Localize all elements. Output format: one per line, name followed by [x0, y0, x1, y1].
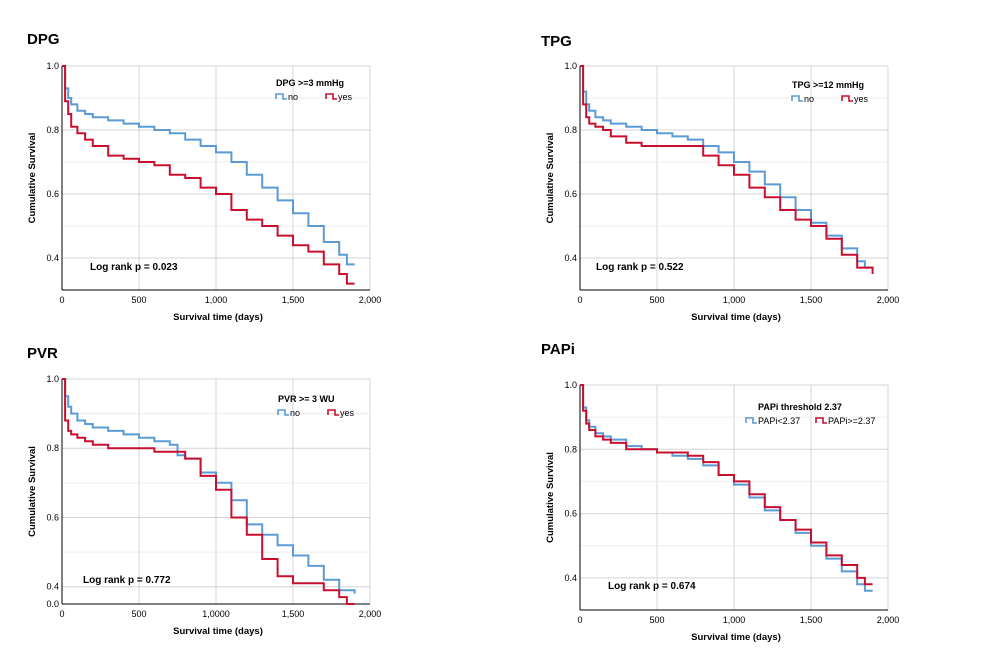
legend-title: TPG >=12 mmHg: [792, 80, 864, 90]
panel-pvr: PVR 0 500 1,0000 1,500 2,000 1.0 0.8 0.6 0.4 0.0 Su…: [27, 345, 381, 637]
y-axis-label: Cumulative Survival: [27, 133, 38, 224]
legend-label: PAPi<2.37: [758, 416, 800, 426]
y-tick-label: 0.8: [46, 443, 59, 453]
x-tick-label: 1,500: [282, 295, 305, 305]
legend-swatch: [325, 93, 337, 100]
panel-tpg: TPG 0 500 1,000 1,500 2,000 1.0 0.8 0.6 0.4 Surviv…: [541, 33, 899, 323]
legend-swatch: [841, 95, 853, 102]
legend-swatch: [815, 417, 827, 424]
legend-label: yes: [340, 408, 355, 418]
legend-title: PAPi threshold 2.37: [758, 402, 842, 412]
y-tick-label: 0.8: [564, 444, 577, 454]
x-tick-label: 500: [131, 295, 146, 305]
legend-label: no: [288, 92, 298, 102]
x-axis-label: Survival time (days): [691, 632, 781, 643]
panel-title: PVR: [27, 345, 58, 362]
x-tick-label: 2,000: [359, 609, 382, 619]
y-tick-label: 0.8: [564, 125, 577, 135]
legend-title: DPG >=3 mmHg: [276, 78, 344, 88]
km-curve-b: [580, 384, 873, 586]
x-tick-label: 0: [577, 295, 582, 305]
x-tick-label: 0: [577, 615, 582, 625]
x-tick-label: 0: [59, 609, 64, 619]
x-tick-label: 1,500: [800, 295, 823, 305]
y-tick-label: 0.6: [564, 189, 577, 199]
legend-label: yes: [854, 94, 869, 104]
legend-swatch: [277, 409, 289, 416]
legend-swatch: [791, 95, 803, 102]
x-tick-label: 1,500: [800, 615, 823, 625]
log-rank-annotation: Log rank p = 0.023: [90, 262, 178, 273]
panel-title: TPG: [541, 33, 572, 50]
legend-label: PAPi>=2.37: [828, 416, 875, 426]
log-rank-annotation: Log rank p = 0.674: [608, 581, 696, 592]
y-tick-label: 1.0: [564, 61, 577, 71]
y-tick-label: 0.0: [46, 599, 59, 609]
legend-title: PVR >= 3 WU: [278, 394, 335, 404]
x-tick-label: 2,000: [877, 295, 900, 305]
y-axis-label: Cumulative Survival: [27, 446, 38, 537]
legend-swatch: [275, 93, 287, 100]
x-tick-label: 500: [131, 609, 146, 619]
y-tick-label: 0.6: [46, 189, 59, 199]
y-tick-label: 0.4: [564, 253, 577, 263]
x-tick-label: 500: [649, 295, 664, 305]
legend-swatch: [745, 417, 757, 424]
y-tick-label: 0.6: [564, 509, 577, 519]
x-tick-label: 1,000: [723, 615, 746, 625]
x-tick-label: 1,000: [205, 295, 228, 305]
y-axis-label: Cumulative Survival: [545, 133, 556, 224]
legend-swatch: [327, 409, 339, 416]
x-axis-label: Survival time (days): [173, 312, 263, 323]
km-curve-b: [62, 378, 355, 605]
log-rank-annotation: Log rank p = 0.522: [596, 262, 684, 273]
y-tick-label: 0.4: [46, 582, 59, 592]
y-tick-label: 1.0: [46, 374, 59, 384]
x-axis-label: Survival time (days): [173, 626, 263, 637]
y-tick-label: 0.8: [46, 125, 59, 135]
legend-label: no: [804, 94, 814, 104]
y-tick-label: 0.6: [46, 512, 59, 522]
x-tick-label: 1,0000: [202, 609, 230, 619]
panel-title: PAPi: [541, 341, 575, 358]
y-tick-label: 0.4: [46, 253, 59, 263]
y-tick-label: 1.0: [564, 380, 577, 390]
y-tick-label: 1.0: [46, 61, 59, 71]
x-axis-label: Survival time (days): [691, 312, 781, 323]
x-tick-label: 1,500: [282, 609, 305, 619]
y-axis-label: Cumulative Survival: [545, 452, 556, 543]
x-tick-label: 0: [59, 295, 64, 305]
panel-title: DPG: [27, 31, 60, 48]
log-rank-annotation: Log rank p = 0.772: [83, 575, 171, 586]
x-tick-label: 1,000: [723, 295, 746, 305]
y-tick-label: 0.4: [564, 573, 577, 583]
legend-label: yes: [338, 92, 353, 102]
km-curve-a: [62, 378, 356, 594]
panel-papi: PAPi 0 500 1,000 1,500 2,000 1.0 0.8 0.6 0.4 Survi…: [541, 341, 899, 643]
panel-dpg: DPG 0 500 1,000 1,500 2,000 1.0 0.8 0.6 0.4 Surviv…: [27, 31, 381, 323]
x-tick-label: 2,000: [359, 295, 382, 305]
km-curve-a: [62, 65, 355, 266]
km-curve-a: [580, 65, 873, 269]
x-tick-label: 2,000: [877, 615, 900, 625]
x-tick-label: 500: [649, 615, 664, 625]
legend-label: no: [290, 408, 300, 418]
km-curve-b: [580, 65, 874, 274]
km-curve-b: [62, 65, 355, 285]
